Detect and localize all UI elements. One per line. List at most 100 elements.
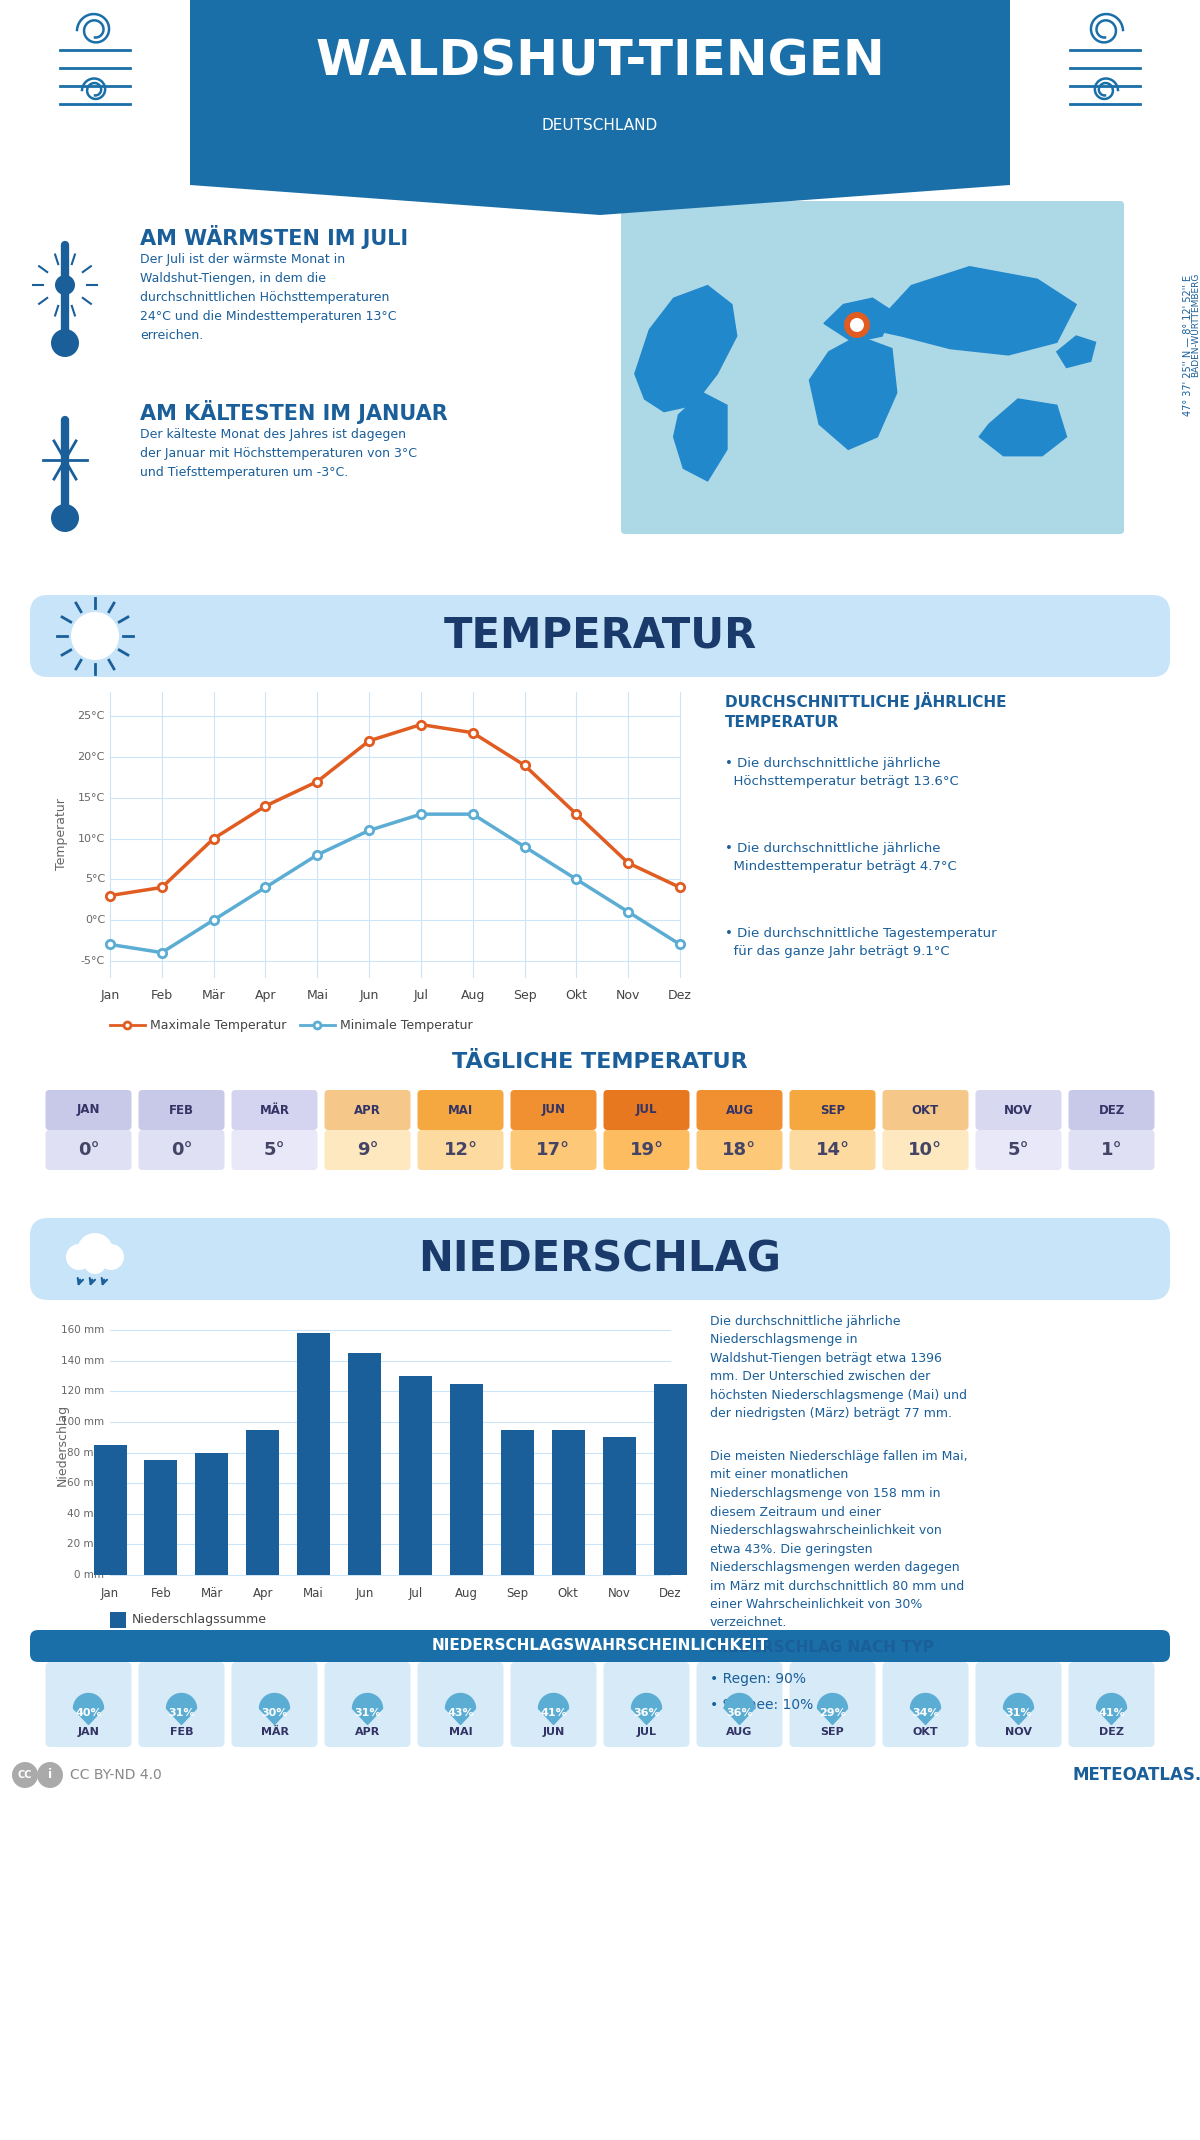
Text: Sep: Sep <box>506 1588 528 1601</box>
Text: 9°: 9° <box>356 1141 378 1160</box>
Text: Die durchschnittliche jährliche
Niederschlagsmenge in
Waldshut-Tiengen beträgt e: Die durchschnittliche jährliche Niedersc… <box>710 1314 967 1421</box>
FancyBboxPatch shape <box>882 1089 968 1130</box>
Bar <box>348 1352 382 1575</box>
Polygon shape <box>73 1693 103 1708</box>
Text: NIEDERSCHLAG: NIEDERSCHLAG <box>419 1239 781 1280</box>
FancyBboxPatch shape <box>696 1089 782 1130</box>
Text: WALDSHUT-TIENGEN: WALDSHUT-TIENGEN <box>316 39 884 86</box>
Bar <box>654 1385 686 1575</box>
Text: 36%: 36% <box>726 1708 752 1718</box>
Text: JUN: JUN <box>542 1727 565 1738</box>
Text: 29%: 29% <box>820 1708 846 1718</box>
Polygon shape <box>673 394 727 482</box>
FancyBboxPatch shape <box>138 1130 224 1171</box>
Bar <box>246 1430 280 1575</box>
Text: Feb: Feb <box>150 1588 172 1601</box>
Text: 15°C: 15°C <box>78 792 106 802</box>
Text: TEMPERATUR: TEMPERATUR <box>443 614 757 657</box>
Text: NOV: NOV <box>1006 1727 1032 1738</box>
Text: • Regen: 90%: • Regen: 90% <box>710 1671 806 1686</box>
FancyBboxPatch shape <box>882 1663 968 1746</box>
Text: Jan: Jan <box>101 1588 119 1601</box>
Polygon shape <box>167 1708 197 1725</box>
FancyBboxPatch shape <box>30 595 1170 676</box>
Text: SEP: SEP <box>821 1727 845 1738</box>
Polygon shape <box>353 1708 383 1725</box>
Polygon shape <box>631 1693 661 1708</box>
Text: APR: APR <box>355 1727 380 1738</box>
Text: 31%: 31% <box>168 1708 194 1718</box>
Polygon shape <box>817 1708 847 1725</box>
Polygon shape <box>725 1708 755 1725</box>
Polygon shape <box>631 1708 661 1725</box>
Text: 5°C: 5°C <box>85 875 106 884</box>
Circle shape <box>50 330 79 357</box>
Text: Aug: Aug <box>461 989 485 1002</box>
Text: Temperatur: Temperatur <box>55 798 68 871</box>
Text: FEB: FEB <box>169 1727 193 1738</box>
FancyBboxPatch shape <box>324 1130 410 1171</box>
Bar <box>298 1333 330 1575</box>
FancyBboxPatch shape <box>510 1663 596 1746</box>
Text: Der kälteste Monat des Jahres ist dagegen
der Januar mit Höchsttemperaturen von : Der kälteste Monat des Jahres ist dagege… <box>140 428 418 479</box>
Text: 19°: 19° <box>630 1141 664 1160</box>
FancyBboxPatch shape <box>1068 1089 1154 1130</box>
Text: AUG: AUG <box>726 1104 754 1117</box>
Text: JUL: JUL <box>636 1727 656 1738</box>
Text: Die meisten Niederschläge fallen im Mai,
mit einer monatlichen
Niederschlagsmeng: Die meisten Niederschläge fallen im Mai,… <box>710 1451 967 1629</box>
Polygon shape <box>1097 1708 1127 1725</box>
FancyBboxPatch shape <box>418 1663 504 1746</box>
Text: 5°: 5° <box>1008 1141 1030 1160</box>
FancyBboxPatch shape <box>46 1130 132 1171</box>
Text: Maximale Temperatur: Maximale Temperatur <box>150 1019 287 1031</box>
Text: Nov: Nov <box>616 989 641 1002</box>
Text: 25°C: 25°C <box>78 710 106 721</box>
Text: JUN: JUN <box>541 1104 565 1117</box>
Text: 40 mm: 40 mm <box>67 1509 104 1519</box>
Text: 80 mm: 80 mm <box>67 1447 104 1457</box>
Text: Apr: Apr <box>254 989 276 1002</box>
Text: Minimale Temperatur: Minimale Temperatur <box>340 1019 473 1031</box>
FancyBboxPatch shape <box>790 1089 876 1130</box>
Text: 0°C: 0°C <box>85 916 106 924</box>
Polygon shape <box>635 285 737 411</box>
Text: 10°: 10° <box>908 1141 942 1160</box>
Text: Dez: Dez <box>659 1588 682 1601</box>
Polygon shape <box>353 1693 383 1708</box>
FancyBboxPatch shape <box>604 1130 690 1171</box>
Text: 31%: 31% <box>1006 1708 1032 1718</box>
Circle shape <box>12 1761 38 1789</box>
Polygon shape <box>73 1708 103 1725</box>
FancyBboxPatch shape <box>976 1130 1062 1171</box>
Text: 36%: 36% <box>634 1708 660 1718</box>
FancyBboxPatch shape <box>1068 1663 1154 1746</box>
FancyBboxPatch shape <box>30 1631 1170 1663</box>
Text: MÄR: MÄR <box>259 1104 289 1117</box>
Bar <box>552 1430 584 1575</box>
Polygon shape <box>259 1693 289 1708</box>
FancyBboxPatch shape <box>324 1089 410 1130</box>
FancyBboxPatch shape <box>418 1130 504 1171</box>
Polygon shape <box>539 1693 569 1708</box>
Text: Sep: Sep <box>512 989 536 1002</box>
FancyBboxPatch shape <box>696 1663 782 1746</box>
Text: 34%: 34% <box>912 1708 938 1718</box>
Text: SEP: SEP <box>820 1104 845 1117</box>
Polygon shape <box>872 268 1076 355</box>
Text: 10°C: 10°C <box>78 835 106 843</box>
FancyBboxPatch shape <box>190 0 1010 139</box>
Text: METEOATLAS.DE: METEOATLAS.DE <box>1073 1766 1200 1785</box>
Circle shape <box>844 312 870 338</box>
Bar <box>602 1438 636 1575</box>
Polygon shape <box>810 336 896 449</box>
Polygon shape <box>1057 336 1096 368</box>
Text: OKT: OKT <box>913 1727 938 1738</box>
Polygon shape <box>1003 1708 1033 1725</box>
FancyBboxPatch shape <box>976 1663 1062 1746</box>
Text: JUL: JUL <box>636 1104 658 1117</box>
FancyBboxPatch shape <box>622 201 1124 535</box>
Text: NOV: NOV <box>1004 1104 1033 1117</box>
Bar <box>196 1453 228 1575</box>
Text: -5°C: -5°C <box>80 957 106 965</box>
Text: AM WÄRMSTEN IM JULI: AM WÄRMSTEN IM JULI <box>140 225 408 248</box>
